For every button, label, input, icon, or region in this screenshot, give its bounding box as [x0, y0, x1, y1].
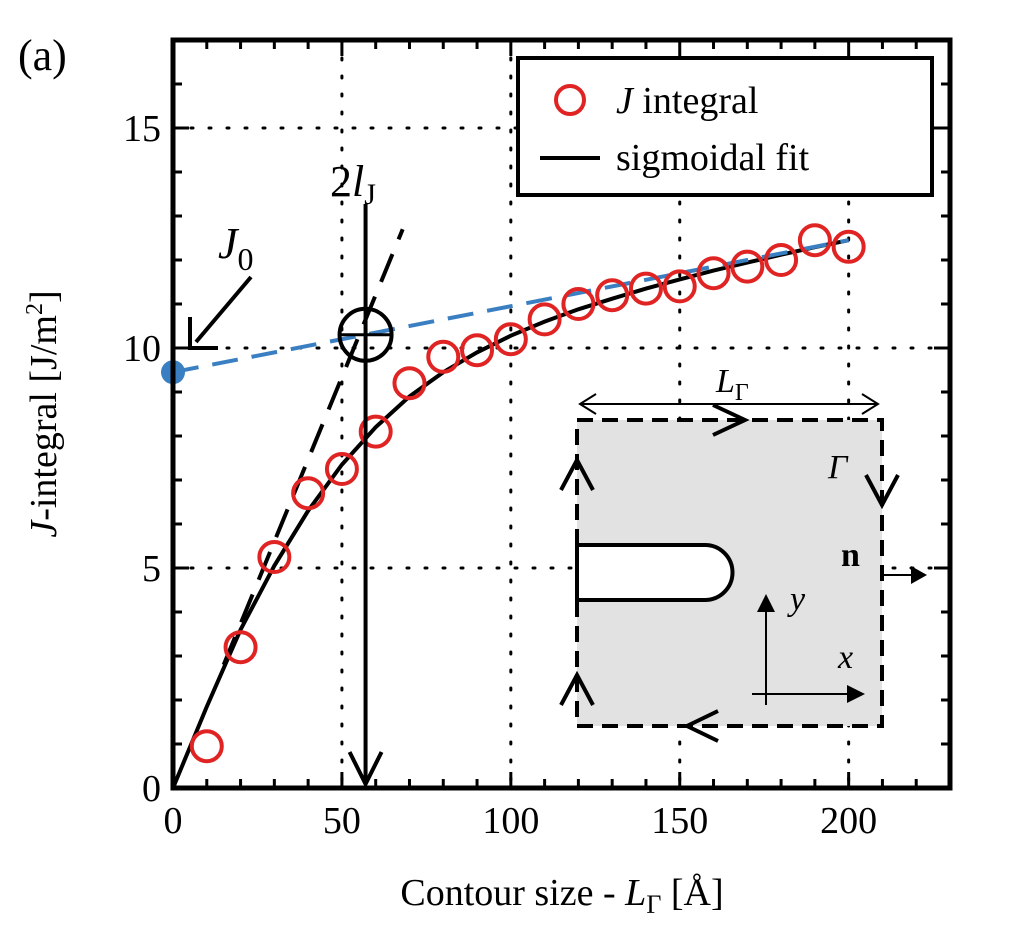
data-point-18 — [797, 223, 832, 258]
data-point-11 — [561, 287, 596, 321]
data-point-4 — [324, 452, 359, 486]
legend: J integral sigmoidal fit — [516, 56, 934, 197]
j0-arrow-head — [188, 317, 218, 350]
x-axis-title-symbol: L — [624, 872, 646, 914]
legend-sigmoidal-text: sigmoidal fit — [616, 137, 810, 179]
svg-text:Contour size - LΓ [Å]: Contour size - LΓ [Å] — [400, 872, 723, 919]
data-point-1 — [223, 630, 258, 665]
data-point-7 — [426, 339, 461, 374]
axis-ticks — [171, 38, 952, 790]
y-arrow-head — [757, 594, 775, 612]
legend-j-symbol: J — [616, 80, 635, 122]
data-point-12 — [595, 278, 630, 313]
two-lj-subscript: J — [364, 178, 376, 211]
inset-contour — [575, 418, 884, 728]
inset-notch — [575, 543, 735, 602]
data-point-2 — [257, 540, 292, 574]
legend-marker-j-integral — [554, 84, 586, 116]
legend-box — [516, 56, 934, 197]
svg-text:LΓ: LΓ — [715, 363, 749, 406]
y-axis-label: y — [787, 581, 806, 618]
data-point-3 — [291, 476, 326, 511]
series-line-3 — [172, 238, 850, 375]
data-point-13 — [628, 271, 663, 306]
data-point-5 — [358, 414, 393, 449]
y-tick-label-1: 5 — [142, 548, 161, 590]
dimension-label-subscript: Γ — [735, 380, 749, 406]
panel-label: (a) — [18, 31, 67, 80]
plot-series — [171, 223, 866, 789]
inset-diagram: LΓ Γ n y x — [559, 363, 927, 743]
dimension-label: L — [715, 363, 735, 400]
svg-text:J integral: J integral — [616, 80, 758, 122]
data-point-19 — [831, 229, 866, 264]
y-tick-label-0: 0 — [142, 768, 161, 810]
j0-symbol: J — [218, 219, 240, 268]
x-tick-label-4: 200 — [820, 800, 877, 842]
svg-text:J-integral [J/m2]: J-integral [J/m2] — [22, 290, 65, 537]
contour-arrow-top — [712, 403, 750, 437]
dimension-arrow-right — [861, 393, 880, 415]
y-axis-title-main: -integral [J/m — [23, 315, 65, 521]
x-tick-label-1: 50 — [323, 800, 361, 842]
two-lj-arrow-head — [347, 751, 384, 789]
x-tick-label-0: 0 — [164, 800, 183, 842]
normal-label: n — [841, 537, 860, 574]
data-point-17 — [764, 243, 799, 277]
j0-arrow-shaft — [194, 275, 253, 344]
x-axis-title-main: Contour size - — [400, 872, 625, 914]
y-tick-label-2: 10 — [123, 328, 161, 370]
y-axis-title-symbol: J — [23, 519, 65, 538]
y-tick-label-3: 15 — [123, 108, 161, 150]
data-point-9 — [493, 322, 528, 357]
data-point-10 — [527, 302, 562, 337]
svg-text:J0: J0 — [218, 219, 254, 277]
tick-labels: 0 50 100 150 200 0 5 10 15 — [123, 108, 877, 842]
data-point-8 — [460, 333, 495, 368]
series-line-2 — [221, 228, 405, 666]
dimension-arrow-left — [578, 393, 597, 415]
data-point-16 — [730, 249, 765, 284]
svg-text:2lJ: 2lJ — [330, 157, 376, 211]
legend-j-text: integral — [633, 80, 759, 122]
gamma-label: Γ — [827, 449, 849, 486]
contour-arrow-bottom — [682, 709, 719, 743]
contour-arrow-left-upper — [559, 455, 595, 491]
x-axis-title-unit: [Å] — [661, 872, 723, 914]
two-lj-symbol: l — [352, 157, 364, 206]
data-point-0 — [189, 729, 224, 764]
plot-frame — [170, 37, 953, 791]
data-point-6 — [392, 366, 427, 401]
x-tick-label-2: 100 — [482, 800, 539, 842]
x-axis-title-subscript: Γ — [646, 890, 661, 919]
contour-arrow-right — [864, 474, 900, 510]
y-axis-title-close: ] — [23, 290, 65, 303]
two-lj-prefix: 2 — [330, 157, 352, 206]
contour-arrow-left-lower — [559, 670, 595, 706]
data-point-14 — [662, 269, 697, 304]
x-arrow-head — [847, 685, 865, 703]
normal-arrow-head — [911, 566, 927, 584]
data-point-15 — [696, 256, 731, 291]
x-tick-label-3: 150 — [651, 800, 708, 842]
y-axis-title-sup: 2 — [22, 303, 48, 315]
x-axis-label: x — [837, 639, 853, 676]
j0-subscript: 0 — [238, 241, 254, 277]
annotations: 2lJ J0 — [161, 157, 394, 789]
